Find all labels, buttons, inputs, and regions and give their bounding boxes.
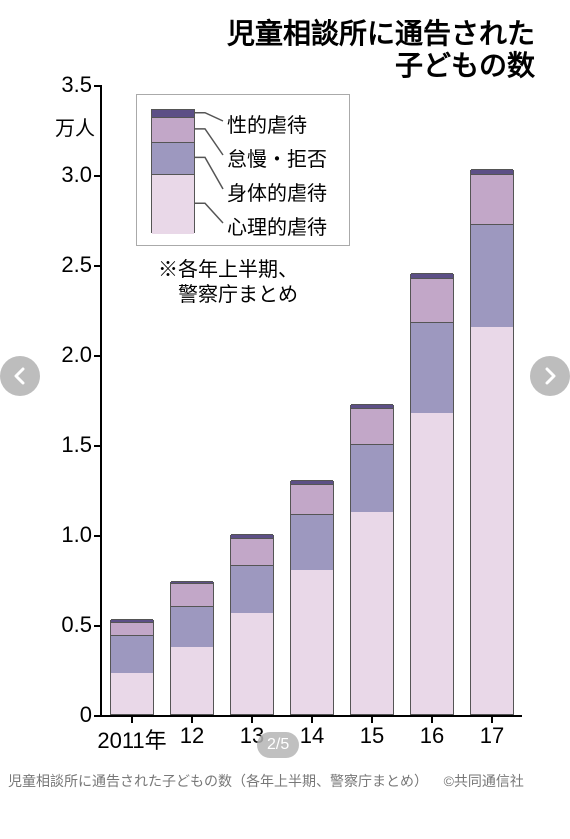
y-tick-label: 2.5 [61,252,92,278]
bar-segment-physical [471,224,513,327]
y-tick-label: 2.0 [61,342,92,368]
bar-segment-psychological [411,413,453,714]
carousel-prev-button[interactable] [0,356,40,396]
bar-segment-psychological [171,647,213,714]
y-tick-label: 3.0 [61,162,92,188]
bar-segment-neglect [471,174,513,224]
bar-segment-sexual [411,273,453,278]
legend-label: 心理的虐待 [227,211,327,240]
bar [230,535,274,715]
x-tick-label: 17 [480,723,504,749]
y-tick-label: 0 [80,702,92,728]
bar-segment-physical [351,444,393,512]
bar-segment-neglect [411,278,453,321]
bar-segment-psychological [231,613,273,714]
bar-segment-neglect [231,538,273,565]
chart-note: ※各年上半期、 警察庁まとめ [158,258,298,308]
bar-segment-physical [291,514,333,570]
bar [110,620,154,715]
bar-segment-psychological [291,570,333,714]
legend-label: 性的虐待 [227,109,307,138]
bar-segment-neglect [351,408,393,444]
page-indicator: 2/5 [257,732,299,758]
bar [170,582,214,715]
x-tick-label: 14 [300,723,324,749]
y-tick-label: 1.5 [61,432,92,458]
bar-segment-neglect [171,583,213,606]
legend-swatch [152,142,194,174]
bar-segment-psychological [111,673,153,714]
legend-swatch [152,110,194,117]
bar-segment-psychological [471,327,513,714]
bar-segment-sexual [471,169,513,174]
bar-segment-physical [411,322,453,414]
legend-swatch [152,117,194,142]
y-tick-label: 3.5 [61,72,92,98]
bar [350,405,394,715]
bar-segment-neglect [111,622,153,635]
bar [290,481,334,715]
bar-segment-neglect [291,484,333,515]
y-axis-unit: 万人 [55,112,95,141]
chevron-right-icon [541,367,559,385]
bar-segment-physical [171,606,213,647]
x-tick-label: 15 [360,723,384,749]
x-tick-label: 12 [180,723,204,749]
bar-segment-sexual [171,581,213,583]
legend: 性的虐待怠慢・拒否身体的虐待心理的虐待 [136,94,350,246]
legend-label: 怠慢・拒否 [227,143,327,172]
legend-label: 身体的虐待 [227,177,327,206]
carousel-next-button[interactable] [530,356,570,396]
bar-segment-physical [231,565,273,614]
bar-segment-sexual [351,404,393,408]
image-caption: 児童相談所に通告された子どもの数（各年上半期、警察庁まとめ） ©共同通信社 [8,770,562,794]
caption-credit: ©共同通信社 [444,773,524,789]
legend-swatch [152,174,194,234]
page-indicator-text: 2/5 [267,736,289,754]
chart-title: 児童相談所に通告された 子どもの数 [227,18,535,82]
x-tick-label: 2011年 [97,723,166,755]
x-tick-label: 16 [420,723,444,749]
bar [410,274,454,715]
bar-segment-sexual [111,619,153,623]
y-tick-label: 1.0 [61,522,92,548]
caption-text: 児童相談所に通告された子どもの数（各年上半期、警察庁まとめ） [8,773,428,789]
bar-segment-physical [111,635,153,673]
bar-segment-psychological [351,512,393,714]
image-viewer: 児童相談所に通告された 子どもの数 0 0.5 1.0 1.5 2.0 2.5 3.0 3.5… [0,0,570,839]
bar [470,170,514,715]
chart-image: 児童相談所に通告された 子どもの数 0 0.5 1.0 1.5 2.0 2.5 3.0 3.5… [8,0,562,760]
bar-segment-sexual [291,480,333,484]
y-tick-label: 0.5 [61,612,92,638]
legend-color-stack [151,109,195,233]
bar-segment-sexual [231,534,273,538]
chevron-left-icon [11,367,29,385]
